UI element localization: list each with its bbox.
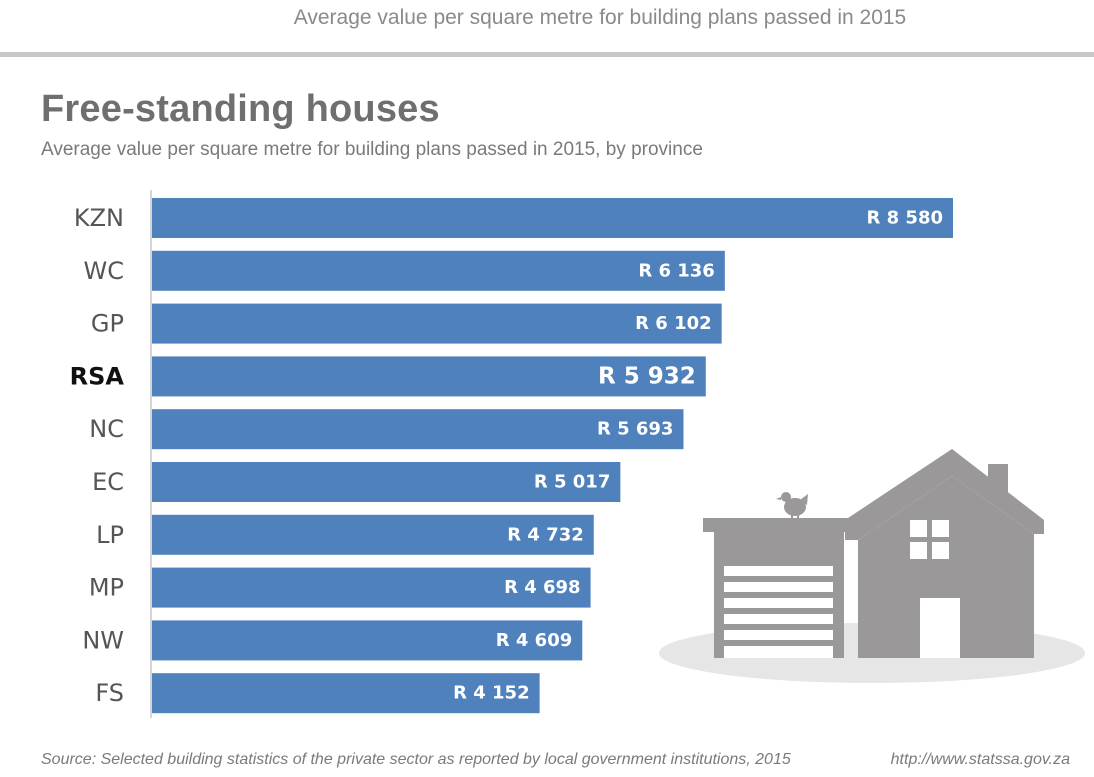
tick-label-kzn: KZN: [74, 204, 124, 232]
bar-wc: [152, 250, 725, 291]
value-label-fs: R 4 152: [453, 683, 530, 704]
chart-subtitle: Average value per square metre for build…: [41, 139, 703, 160]
value-labels-group: R 8 580 R 6 136 R 6 102 R 5 932 R 5 693 R 5 0…: [453, 208, 943, 704]
value-label-kzn: R 8 580: [867, 208, 944, 229]
tick-labels-group: KZN WC GP RSA NC EC LP MP NW FS: [70, 204, 125, 707]
value-label-mp: R 4 698: [504, 577, 581, 598]
tick-label-rsa: RSA: [70, 362, 125, 390]
tick-label-gp: GP: [91, 310, 124, 338]
bars-group: [152, 198, 953, 714]
top-divider: [0, 52, 1094, 57]
tick-label-nc: NC: [89, 415, 124, 443]
value-label-lp: R 4 732: [507, 524, 584, 545]
tick-label-lp: LP: [96, 521, 124, 549]
tick-label-nw: NW: [82, 626, 124, 654]
bar-ec: [152, 462, 621, 502]
tick-label-mp: MP: [89, 574, 124, 602]
bar-rsa: [152, 356, 706, 397]
bar-nw: [152, 620, 583, 661]
bar-mp: [152, 567, 591, 608]
bar-kzn: [152, 198, 953, 238]
tick-label-wc: WC: [84, 257, 125, 285]
top-title: Average value per square metre for build…: [293, 6, 907, 29]
bar-lp: [152, 514, 594, 555]
chart-title: Free-standing houses: [41, 88, 440, 130]
bar-nc: [152, 409, 684, 450]
value-label-wc: R 6 136: [638, 260, 715, 281]
window-icon: [910, 520, 949, 559]
value-label-rsa: R 5 932: [598, 363, 696, 389]
chicken-icon: [776, 492, 808, 519]
bar-fs: [152, 673, 540, 714]
value-label-ec: R 5 017: [534, 472, 611, 493]
door-icon: [920, 598, 960, 658]
bar-gp: [152, 303, 722, 344]
tick-label-fs: FS: [95, 679, 124, 707]
tick-label-ec: EC: [92, 468, 124, 496]
source-url: http://www.statssa.gov.za: [890, 751, 1070, 768]
chimney: [988, 464, 1008, 500]
garage-door-icon: [724, 566, 833, 658]
value-label-nc: R 5 693: [597, 419, 674, 440]
house-with-garage-icon: [659, 449, 1085, 683]
house-body: [858, 476, 1034, 658]
source-note: Source: Selected building statistics of …: [41, 751, 791, 768]
value-label-nw: R 4 609: [496, 630, 573, 651]
garage-roof: [703, 518, 873, 532]
value-label-gp: R 6 102: [635, 313, 712, 334]
